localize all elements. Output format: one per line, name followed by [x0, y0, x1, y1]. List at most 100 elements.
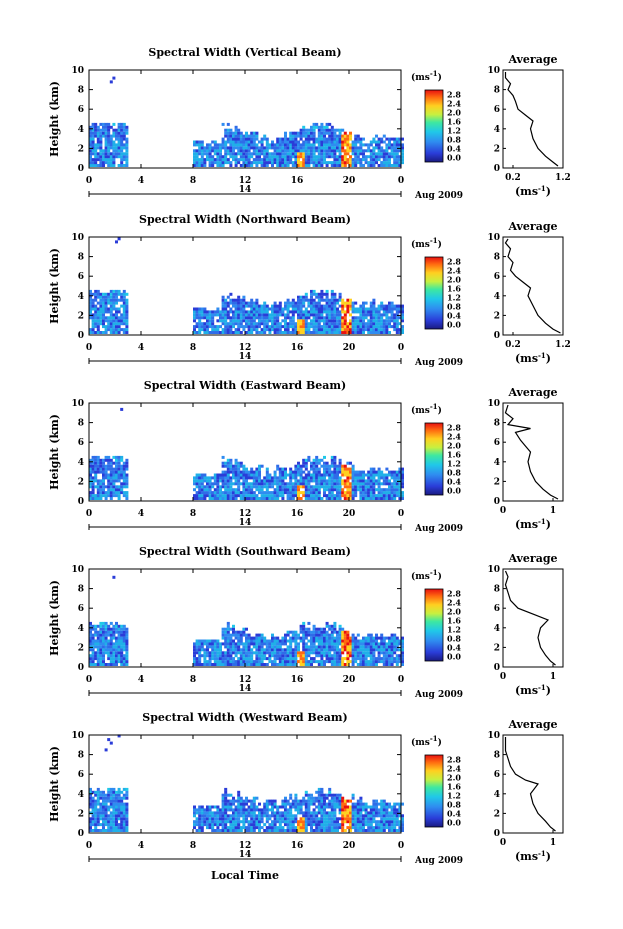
heatmap-cell — [320, 476, 324, 480]
heatmap-cell — [255, 467, 259, 471]
heatmap-cell — [258, 146, 261, 150]
heatmap-cell — [237, 823, 241, 827]
heatmap-cell — [323, 627, 326, 631]
heatmap-cell — [229, 292, 233, 296]
heatmap-cell — [206, 491, 209, 495]
heatmap-cell — [271, 639, 274, 643]
heatmap-cell — [372, 158, 376, 162]
heatmap-cell — [278, 820, 282, 824]
heatmap-cell — [94, 134, 98, 138]
heatmap-cell — [325, 319, 329, 323]
heatmap-cell — [362, 645, 365, 649]
heatmap-cell — [208, 494, 212, 498]
heatmap-cell — [229, 482, 233, 486]
heatmap-cell — [216, 829, 220, 832]
heatmap-cell — [211, 482, 215, 486]
heatmap-cell — [325, 304, 329, 308]
heatmap-cell — [312, 823, 316, 827]
heatmap-cell — [96, 131, 100, 135]
heatmap-cell — [297, 464, 300, 468]
heatmap-cell — [330, 307, 334, 311]
heatmap-cell — [289, 146, 293, 150]
heatmap-cell — [258, 645, 261, 649]
heatmap-cell — [393, 497, 397, 500]
heatmap-cell — [125, 467, 129, 471]
heatmap-cell — [372, 473, 376, 477]
heatmap-cell — [234, 131, 238, 135]
heatmap-cell — [375, 140, 378, 144]
heatmap-cell — [325, 488, 329, 492]
heatmap-cell — [200, 826, 204, 830]
heatmap-cell — [245, 319, 248, 323]
heatmap-cell — [107, 316, 111, 320]
heatmap-cell — [372, 304, 376, 308]
heatmap-cell — [260, 811, 264, 815]
heatmap-cell — [395, 322, 399, 326]
heatmap-cell — [91, 292, 95, 296]
heatmap-cell — [377, 328, 381, 332]
heatmap-cell — [377, 473, 381, 477]
heatmap-cell — [193, 663, 196, 666]
heatmap-cell — [229, 152, 233, 156]
heatmap-cell — [281, 479, 285, 483]
heatmap-cell — [284, 146, 287, 150]
heatmap-cell — [122, 802, 126, 806]
heatmap-cell — [375, 155, 378, 159]
heatmap-cell — [369, 636, 373, 640]
heatmap-cell — [104, 458, 108, 462]
heatmap-cell — [328, 146, 332, 150]
heatmap-cell — [382, 331, 386, 334]
heatmap-cell — [125, 298, 129, 302]
heatmap-cell — [284, 802, 287, 806]
heatmap-cell — [315, 325, 319, 329]
heatmap-cell — [255, 488, 259, 492]
heatmap-cell — [284, 307, 287, 311]
heatmap-cell — [115, 464, 118, 468]
heatmap-cell — [203, 479, 207, 483]
heatmap-cell — [221, 146, 225, 150]
heatmap-cell — [317, 304, 321, 308]
heatmap-cell — [294, 161, 298, 165]
heatmap-cell — [260, 814, 264, 818]
heatmap-cell — [356, 316, 360, 320]
heatmap-cell — [390, 470, 394, 474]
heatmap-cell — [336, 645, 339, 649]
heatmap-cell — [328, 494, 332, 498]
heatmap-cell — [247, 657, 251, 661]
heatmap-cell — [390, 476, 394, 480]
heatmap-cell — [104, 642, 108, 646]
heatmap-cell — [377, 654, 381, 658]
heatmap-cell — [195, 497, 199, 500]
heatmap-cell — [325, 657, 329, 661]
heatmap-cell — [330, 161, 334, 165]
heatmap-cell — [112, 651, 116, 655]
x-tick-label: 20 — [343, 675, 356, 685]
heatmap-cell — [198, 805, 202, 809]
heatmap-cell — [109, 829, 113, 832]
heatmap-cell — [109, 328, 113, 332]
heatmap-cell — [198, 319, 202, 323]
heatmap-cell — [109, 790, 113, 794]
average-x-tick-label: 1 — [550, 672, 556, 682]
heatmap-cell — [336, 155, 339, 159]
heatmap-cell — [338, 316, 342, 320]
heatmap-cell — [273, 473, 277, 477]
heatmap-cell — [304, 651, 308, 655]
heatmap-cell — [120, 633, 124, 637]
heatmap-cell — [294, 149, 298, 153]
heatmap-cell — [104, 494, 108, 498]
heatmap-cell — [278, 817, 282, 821]
heatmap-cell — [258, 814, 261, 818]
heatmap-cell — [330, 155, 334, 159]
heatmap-cell — [356, 325, 360, 329]
heatmap-cell — [349, 143, 352, 147]
heatmap-cell — [362, 301, 365, 305]
heatmap-cell — [382, 497, 386, 500]
heatmap-cell — [242, 134, 246, 138]
heatmap-cell — [229, 645, 233, 649]
heatmap-cell — [273, 660, 277, 664]
heatmap-cell — [367, 470, 371, 474]
heatmap-cell — [258, 491, 261, 495]
heatmap-cell — [193, 155, 196, 159]
heatmap-cell — [312, 304, 316, 308]
